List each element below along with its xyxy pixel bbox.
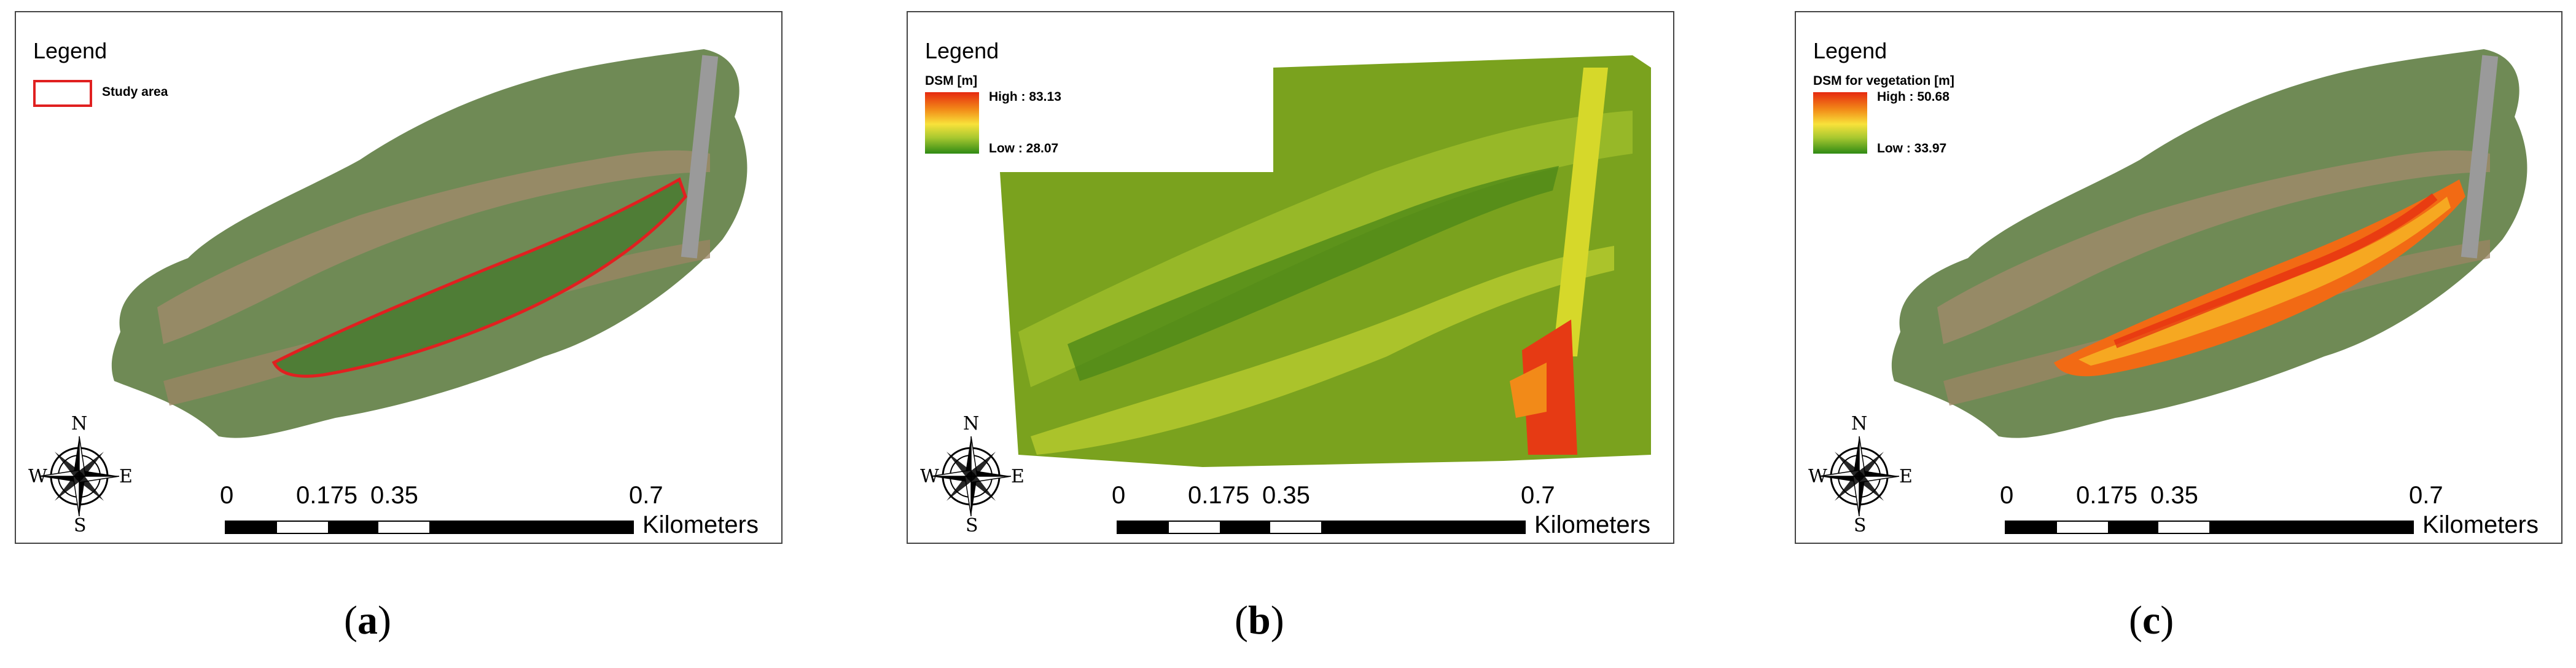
scale-bar-graphic [1117,521,1526,534]
dsm-channel [1067,166,1559,381]
study-area-swatch [33,80,92,107]
caption-b-letter: b [1247,598,1271,643]
veg-low-label: Low : 33.97 [1877,141,1947,155]
scale-tick-2: 0.35 [370,482,418,509]
scale-tick-1: 0.175 [2076,482,2138,509]
scale-bar-graphic [2005,521,2414,534]
dsm-high-area [1522,320,1577,455]
dsm-high-area-edge [1510,363,1547,418]
river-channel [157,150,710,344]
scale-unit: Kilometers [1534,511,1650,538]
vegetation-dsm-map [1891,49,2527,438]
scale-tick-0: 0 [1112,482,1126,509]
scale-bar: 0 0.175 0.35 0.7 Kilometers [2000,477,2539,538]
scale-tick-3: 0.7 [629,482,663,509]
caption-c-letter: c [2142,598,2161,643]
orthophoto-map [111,49,747,438]
compass-n: N [1851,413,1868,434]
dsm-map [1000,55,1651,467]
dsm-color-ramp [925,92,979,154]
map-panel-a: Legend Study area N S W E 0 0.175 0.35 0… [15,11,783,544]
dsm-embankment [1031,246,1614,455]
scale-bar-graphic [225,521,634,534]
map-panel-b: Legend DSM [m] High : 83.13 Low : 28.07 … [907,11,1674,544]
caption-a: (a) [344,598,391,643]
compass-e: E [119,466,133,487]
river-channel [1937,150,2490,344]
scale-bar: 0 0.175 0.35 0.7 Kilometers [220,477,759,538]
compass-n: N [963,413,980,434]
compass-e: E [1011,466,1025,487]
scale-tick-1: 0.175 [296,482,358,509]
compass-w: W [28,466,47,487]
legend-title: Legend [1813,38,1887,63]
scale-unit: Kilometers [642,511,759,538]
compass-rose-icon [39,436,120,517]
dsm-road [1553,68,1608,356]
dsm-ramp-title: DSM [m] [925,74,978,88]
compass-rose-icon [1819,436,1900,517]
north-arrow: N S W E [27,412,133,536]
scale-tick-2: 0.35 [1262,482,1310,509]
north-arrow: N S W E [919,412,1025,536]
caption-a-letter: a [357,598,378,643]
road [681,55,719,259]
compass-e: E [1899,466,1913,487]
aerial-imagery [111,49,747,438]
compass-w: W [1808,466,1827,487]
scale-tick-0: 0 [2000,482,2014,509]
scale-tick-3: 0.7 [2409,482,2443,509]
compass-s: S [966,515,978,536]
vegetation-dsm-high-patches [2113,193,2438,348]
scale-tick-1: 0.175 [1188,482,1250,509]
compass-n: N [71,413,88,434]
road [2461,55,2499,259]
caption-b: (b) [1235,598,1284,643]
compass-rose-icon [931,436,1012,517]
map-panel-c: Legend DSM for vegetation [m] High : 50.… [1795,11,2562,544]
dsm-low-label: Low : 28.07 [989,141,1059,155]
scale-unit: Kilometers [2422,511,2539,538]
study-area-label: Study area [102,85,168,99]
scale-tick-3: 0.7 [1521,482,1555,509]
aerial-imagery [1891,49,2527,438]
scale-bar: 0 0.175 0.35 0.7 Kilometers [1112,477,1650,538]
caption-c: (c) [2129,598,2174,643]
dsm-high-label: High : 83.13 [989,90,1061,104]
veg-high-label: High : 50.68 [1877,90,1950,104]
compass-w: W [920,466,939,487]
veg-ramp-title: DSM for vegetation [m] [1813,74,1954,88]
study-area-polygon [271,177,687,378]
legend-title: Legend [925,38,999,63]
compass-s: S [1854,515,1867,536]
legend-title: Legend [33,38,107,63]
north-arrow: N S W E [1807,412,1913,536]
veg-color-ramp [1813,92,1867,154]
scale-tick-2: 0.35 [2150,482,2198,509]
scale-tick-0: 0 [220,482,234,509]
compass-s: S [74,515,87,536]
